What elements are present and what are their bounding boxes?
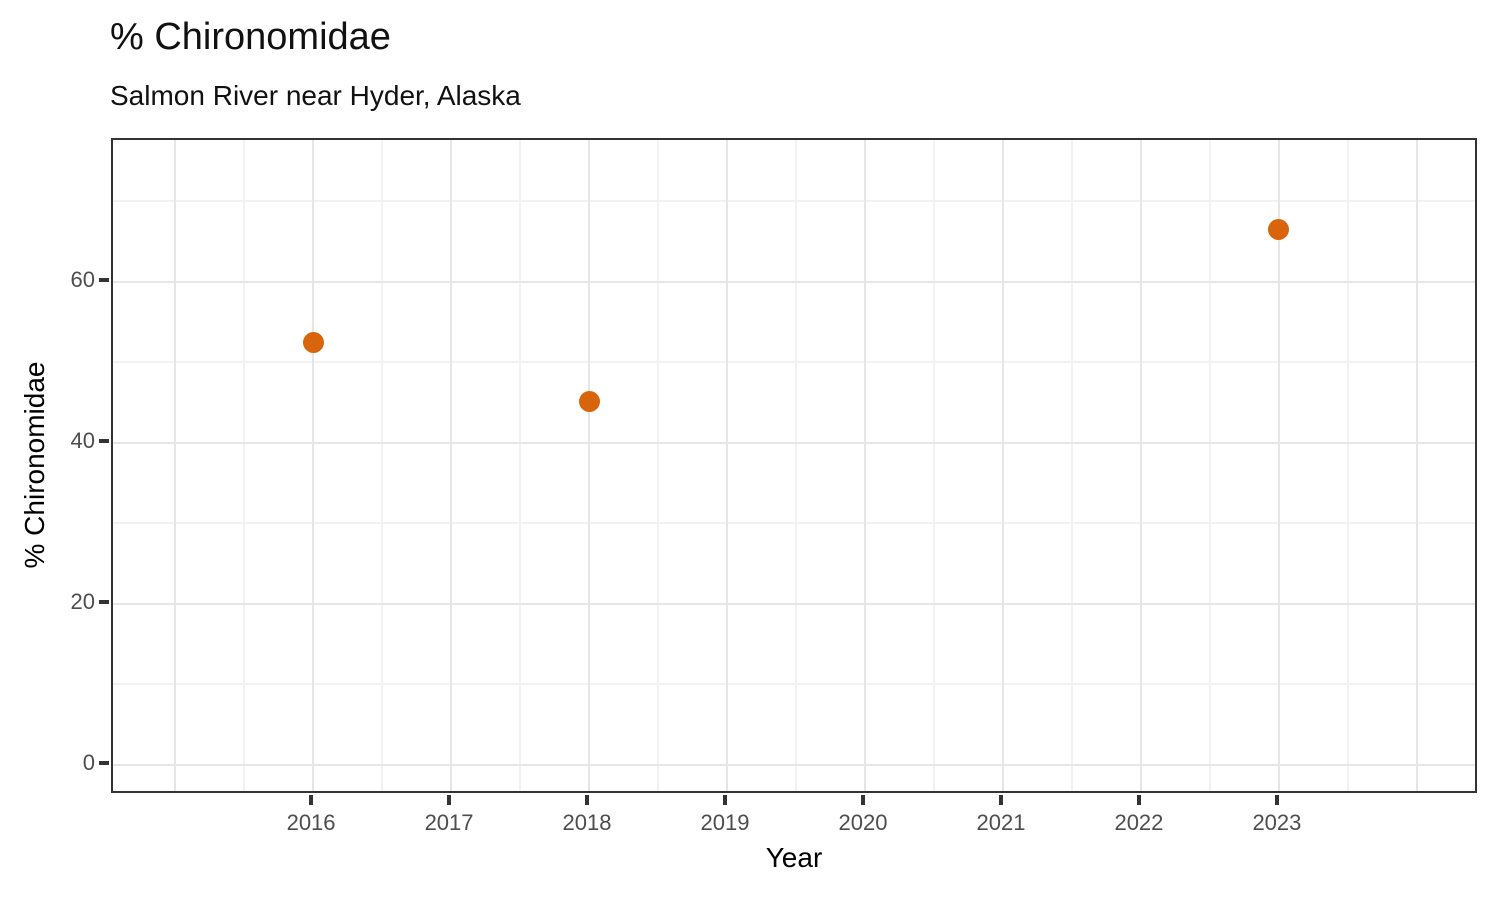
gridline-x-major [450, 140, 453, 791]
x-tick-label: 2023 [1252, 810, 1302, 835]
gridline-x-minor [932, 140, 935, 791]
y-tick-label: 40 [70, 427, 95, 453]
gridline-y-minor [113, 200, 1475, 203]
x-axis-title: Year [765, 842, 823, 873]
x-tick-mark [585, 795, 590, 805]
gridline-x-major [1415, 140, 1418, 791]
x-tick-mark [309, 795, 314, 805]
y-tick-mark [99, 599, 109, 604]
x-tick-mark [1136, 795, 1141, 805]
gridline-x-minor [243, 140, 246, 791]
gridline-x-minor [1070, 140, 1073, 791]
gridline-x-minor [519, 140, 522, 791]
gridline-x-major [863, 140, 866, 791]
chart-title: % Chironomidae [110, 16, 391, 58]
x-tick-label: 2019 [700, 810, 750, 835]
gridline-y-minor [113, 522, 1475, 525]
gridline-x-minor [1208, 140, 1211, 791]
gridline-x-major [174, 140, 177, 791]
x-tick-mark [860, 795, 865, 805]
gridline-x-major [1001, 140, 1004, 791]
gridline-y-minor [113, 361, 1475, 364]
gridline-y-major [113, 602, 1475, 605]
chart-subtitle: Salmon River near Hyder, Alaska [110, 80, 521, 111]
gridline-x-minor [381, 140, 384, 791]
gridline-x-minor [657, 140, 660, 791]
data-point [302, 331, 324, 353]
gridline-y-major [113, 280, 1475, 283]
gridline-x-minor [1346, 140, 1349, 791]
gridline-x-major [588, 140, 591, 791]
x-tick-label: 2022 [1114, 810, 1164, 835]
y-tick-label: 20 [70, 588, 95, 614]
y-axis-title: % Chironomidae [19, 361, 50, 569]
y-tick-mark [99, 277, 109, 282]
gridline-y-major [113, 441, 1475, 444]
x-tick-label: 2021 [976, 810, 1026, 835]
y-tick-mark [99, 760, 109, 765]
gridline-x-major [1277, 140, 1280, 791]
x-tick-label: 2018 [562, 810, 612, 835]
data-point [578, 390, 600, 412]
gridline-y-minor [113, 683, 1475, 686]
gridline-x-major [1139, 140, 1142, 791]
gridline-x-minor [795, 140, 797, 791]
gridline-y-major [113, 763, 1475, 766]
y-tick-mark [99, 438, 109, 443]
x-tick-mark [723, 795, 727, 805]
x-tick-mark [447, 795, 452, 805]
x-tick-label: 2016 [286, 810, 336, 835]
gridline-x-major [312, 140, 315, 791]
gridline-x-major [726, 140, 728, 791]
x-tick-label: 2020 [838, 810, 888, 835]
plot-panel [111, 138, 1477, 793]
y-tick-label: 0 [82, 749, 95, 775]
x-tick-mark [1274, 795, 1279, 805]
data-point [1268, 219, 1290, 241]
x-tick-mark [998, 795, 1003, 805]
x-tick-label: 2017 [424, 810, 474, 835]
y-tick-label: 60 [70, 266, 95, 292]
